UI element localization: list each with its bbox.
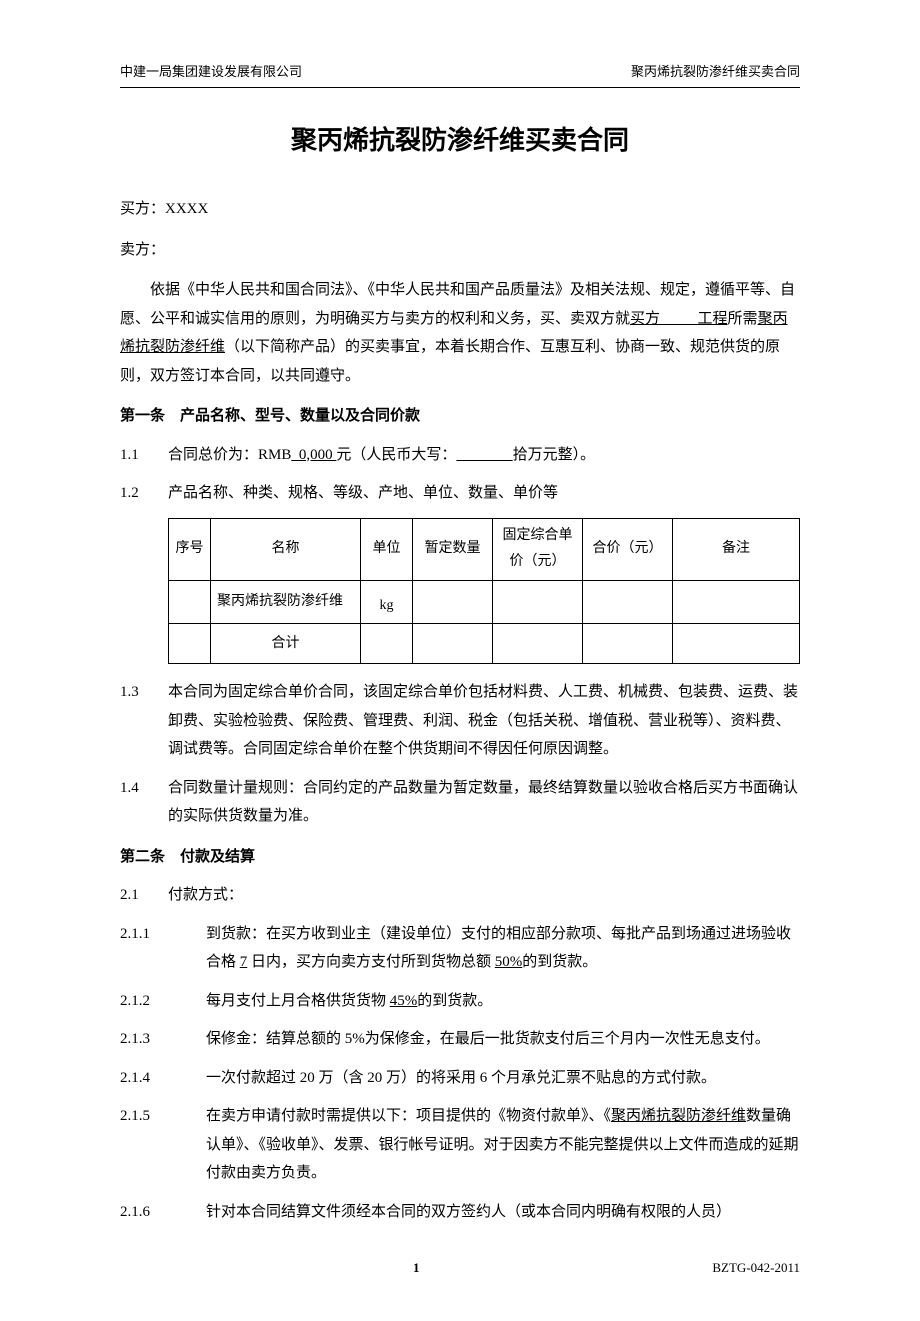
doc-code: BZTG-042-2011 [712,1256,800,1281]
page-footer: 1 BZTG-042-2011 [120,1256,800,1281]
clause-1-2: 1.2 产品名称、种类、规格、等级、产地、单位、数量、单价等 [120,479,800,508]
clause-2-1-2: 2.1.2 每月支付上月合格供货货物 45%的到货款。 [120,987,800,1016]
table-header-row: 序号 名称 单位 暂定数量 固定综合单价（元） 合价（元） 备注 [169,518,800,580]
section-2-head: 第二条 付款及结算 [120,843,800,872]
document-title: 聚丙烯抗裂防渗纤维买卖合同 [120,116,800,165]
clause-2-1-5: 2.1.5 在卖方申请付款时需提供以下：项目提供的《物资付款单》、《聚丙烯抗裂防… [120,1102,800,1188]
total-label-cell: 合计 [211,624,361,664]
table-row: 聚丙烯抗裂防渗纤维 kg [169,580,800,624]
clause-2-1-6: 2.1.6 针对本合同结算文件须经本合同的双方签约人（或本合同内明确有权限的人员… [120,1198,800,1227]
intro-underline-project: 工程 [698,311,728,327]
product-name-cell: 聚丙烯抗裂防渗纤维 [211,580,361,624]
clause-1-4: 1.4 合同数量计量规则：合同约定的产品数量为暂定数量，最终结算数量以验收合格后… [120,774,800,831]
seller-label: 卖方： [120,242,165,258]
page-header: 中建一局集团建设发展有限公司 聚丙烯抗裂防渗纤维买卖合同 [120,60,800,88]
clause-2-1-3: 2.1.3 保修金：结算总额的 5%为保修金，在最后一批货款支付后三个月内一次性… [120,1025,800,1054]
intro-underline-buyer: 买方 [630,311,660,327]
clause-1-1: 1.1 合同总价为：RMB 0,000 元（人民币大写： 拾万元整）。 [120,441,800,470]
product-unit-cell: kg [361,580,413,624]
intro-paragraph: 依据《中华人民共和国合同法》、《中华人民共和国产品质量法》及相关法规、规定，遵循… [120,276,800,390]
buyer-line: 买方：XXXX [120,195,800,224]
clause-2-1: 2.1 付款方式： [120,881,800,910]
buyer-label: 买方： [120,201,165,217]
section-1-head: 第一条 产品名称、型号、数量以及合同价款 [120,402,800,431]
page-number: 1 [413,1256,420,1281]
header-left: 中建一局集团建设发展有限公司 [120,60,302,85]
header-right: 聚丙烯抗裂防渗纤维买卖合同 [631,60,800,85]
clause-2-1-1: 2.1.1 到货款：在买方收到业主（建设单位）支付的相应部分款项、每批产品到场通… [120,920,800,977]
total-amount: 0,000 [291,447,336,463]
buyer-value: XXXX [165,201,208,217]
table-total-row: 合计 [169,624,800,664]
clause-1-3: 1.3 本合同为固定综合单价合同，该固定综合单价包括材料费、人工费、机械费、包装… [120,678,800,764]
product-table: 序号 名称 单位 暂定数量 固定综合单价（元） 合价（元） 备注 聚丙烯抗裂防渗… [168,518,800,665]
seller-line: 卖方： [120,236,800,265]
clause-2-1-4: 2.1.4 一次付款超过 20 万（含 20 万）的将采用 6 个月承兑汇票不贴… [120,1064,800,1093]
